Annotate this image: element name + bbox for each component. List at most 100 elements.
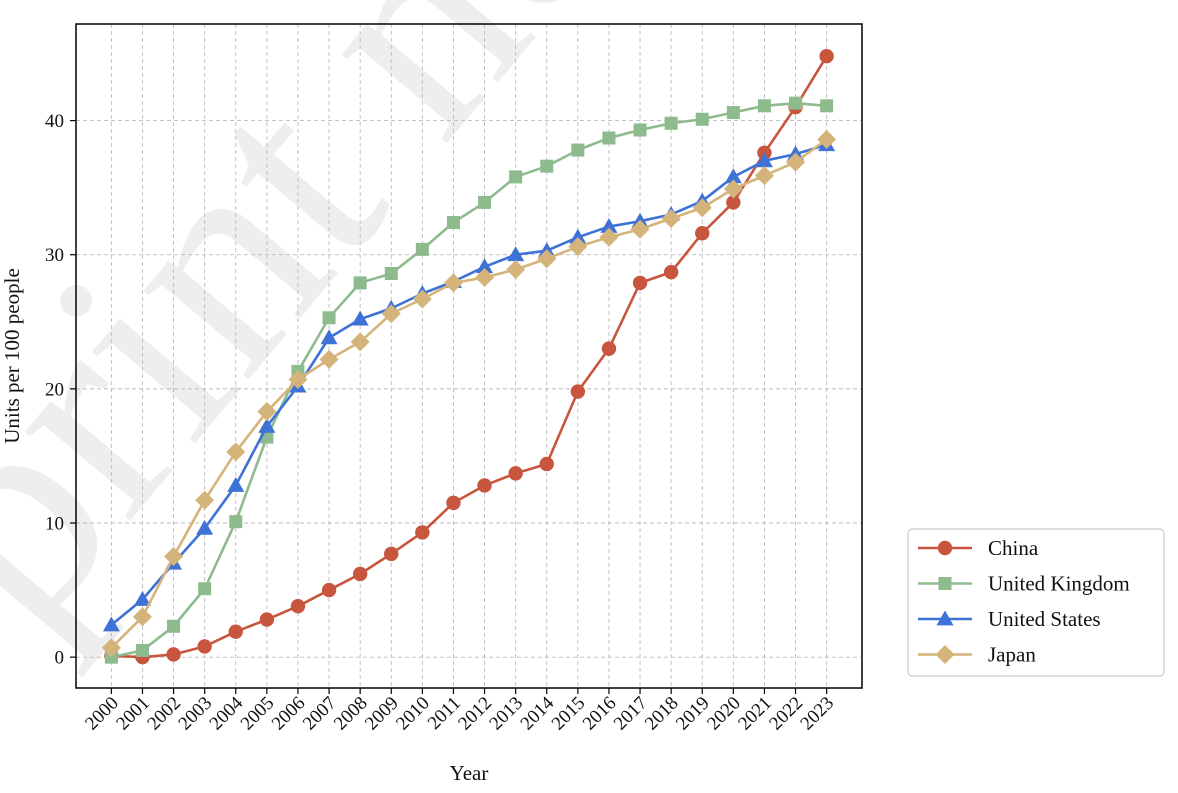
data-point-china <box>819 48 834 64</box>
x-tick-label: 2022 <box>765 693 807 735</box>
data-point-japan <box>630 219 650 239</box>
x-tick-label: 2007 <box>299 693 341 735</box>
data-point-united-states <box>724 168 742 184</box>
x-tick-label: 2002 <box>143 693 185 735</box>
y-tick-label: 40 <box>45 111 64 132</box>
data-point-united-states <box>476 258 494 274</box>
data-point-china <box>197 639 212 654</box>
data-point-united-kingdom <box>602 131 616 145</box>
data-point-united-states <box>258 417 276 433</box>
legend: China United Kingdom United States Japan <box>907 528 1165 677</box>
data-point-japan <box>443 273 463 293</box>
legend-item-japan: Japan <box>918 643 1036 667</box>
data-point-japan <box>786 152 806 172</box>
data-point-japan <box>475 268 495 288</box>
data-point-united-kingdom <box>664 116 678 130</box>
data-point-united-kingdom <box>478 195 492 209</box>
data-point-japan <box>350 332 370 352</box>
data-point-united-kingdom <box>322 311 336 325</box>
grid-lines <box>76 24 862 688</box>
data-point-japan <box>754 166 774 186</box>
data-point-united-kingdom <box>167 619 181 633</box>
data-point-china <box>415 525 430 540</box>
x-tick-label: 2000 <box>81 693 123 735</box>
data-point-japan <box>132 607 152 627</box>
data-point-japan <box>412 289 432 309</box>
data-point-united-kingdom <box>820 99 834 113</box>
watermark-text: print no <box>0 0 686 682</box>
data-point-china <box>632 275 648 291</box>
data-point-united-states <box>507 246 525 262</box>
legend-frame <box>907 528 1165 677</box>
data-point-china <box>290 598 306 614</box>
data-point-united-states <box>320 329 338 345</box>
legend-marker <box>935 645 955 664</box>
legend-item-united-states: United States <box>918 607 1101 631</box>
data-point-japan <box>692 198 712 218</box>
legend-label: Japan <box>988 643 1036 667</box>
legend-label: United Kingdom <box>988 572 1130 596</box>
data-point-china <box>508 466 523 481</box>
data-point-china <box>539 456 554 472</box>
data-point-japan <box>101 638 121 658</box>
data-point-china <box>726 195 741 210</box>
legend-item-united-kingdom: United Kingdom <box>918 572 1130 596</box>
legend-item-china: China <box>918 536 1039 560</box>
data-point-china <box>321 582 337 598</box>
x-tick-label: 2001 <box>112 693 154 735</box>
x-tick-label: 2023 <box>796 693 838 735</box>
data-point-united-kingdom <box>571 143 585 157</box>
x-tick-label: 2019 <box>672 693 714 735</box>
x-tick-label: 2017 <box>610 693 652 735</box>
legend-label: United States <box>988 607 1101 631</box>
data-point-united-kingdom <box>198 582 212 596</box>
x-tick-label: 2010 <box>392 693 434 735</box>
data-point-china <box>352 566 368 582</box>
y-axis-label: Units per 100 people <box>0 268 24 444</box>
y-tick-label: 0 <box>55 648 65 669</box>
data-point-japan <box>381 304 401 324</box>
data-point-china <box>601 341 617 356</box>
data-point-japan <box>195 490 215 510</box>
x-tick-label: 2013 <box>485 693 527 735</box>
data-point-united-kingdom <box>633 123 647 137</box>
data-point-united-states <box>755 152 773 168</box>
data-point-japan <box>537 249 557 269</box>
data-point-china <box>384 546 399 562</box>
x-tick-label: 2006 <box>268 693 310 735</box>
x-tick-label: 2018 <box>641 693 683 735</box>
legend-label: China <box>988 536 1039 560</box>
data-point-japan <box>661 209 681 229</box>
legend-marker <box>937 540 953 556</box>
legend-marker <box>938 577 952 590</box>
data-point-china <box>166 647 181 662</box>
data-point-united-states <box>600 218 618 233</box>
data-point-japan <box>568 237 588 257</box>
y-tick-label: 20 <box>45 379 64 400</box>
y-axis: 0 10 20 30 40 <box>45 111 76 669</box>
x-axis-label: Year <box>450 761 489 785</box>
plot-frame <box>75 23 863 689</box>
data-point-china <box>259 612 275 627</box>
data-point-united-kingdom <box>446 216 460 230</box>
data-point-united-kingdom <box>135 643 149 657</box>
data-point-japan <box>723 179 743 199</box>
data-point-united-states <box>227 476 245 492</box>
series-line-united-states <box>110 143 828 626</box>
data-point-united-kingdom <box>540 159 554 173</box>
data-point-united-kingdom <box>757 99 771 113</box>
x-tick-label: 2005 <box>237 693 279 735</box>
x-tick-label: 2020 <box>703 693 745 735</box>
data-point-united-states <box>133 590 151 606</box>
data-point-china <box>477 478 492 493</box>
data-point-japan <box>506 259 526 279</box>
data-point-china <box>695 226 710 241</box>
series-japan <box>101 129 837 658</box>
x-tick-label: 2008 <box>330 693 372 735</box>
data-point-japan <box>257 402 277 422</box>
data-point-united-states <box>569 228 587 244</box>
data-point-united-states <box>351 310 369 326</box>
data-point-united-states <box>196 519 214 535</box>
data-point-united-kingdom <box>415 242 429 256</box>
